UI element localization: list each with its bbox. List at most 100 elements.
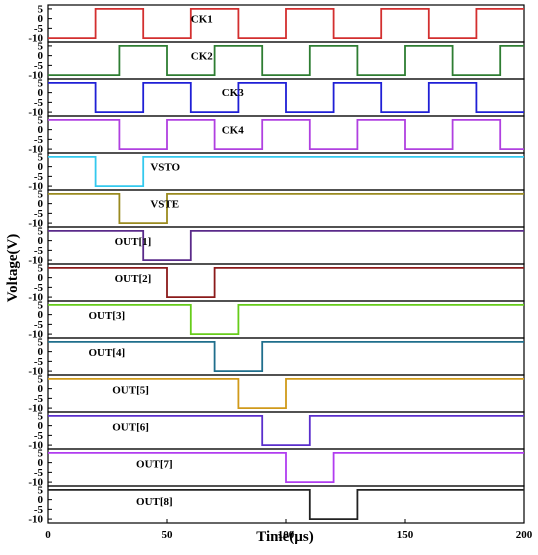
series-label-vste: VSTE [150, 199, 179, 211]
series-line-ck1 [48, 8, 524, 39]
y-tick-label: -5 [34, 60, 44, 72]
series-line-out8 [48, 489, 524, 520]
y-tick-label: -5 [34, 504, 44, 516]
y-tick-label: -5 [34, 245, 44, 257]
panel-frame-out8 [47, 485, 525, 524]
series-line-ck3 [48, 82, 524, 113]
panel-out1: 50-5-10 OUT[1] [28, 225, 525, 267]
y-tick-label: -5 [34, 208, 44, 220]
y-tick-label: -10 [28, 70, 43, 82]
y-tick-label: 0 [38, 50, 44, 62]
y-tick-label: 5 [38, 3, 44, 15]
series-label-out6: OUT[6] [112, 422, 149, 434]
y-tick-label: 0 [38, 235, 44, 247]
y-tick-label: -10 [28, 144, 43, 156]
y-tick-label: -10 [28, 366, 43, 378]
y-tick-label: -5 [34, 23, 44, 35]
y-axis-title: Voltage(V) [5, 234, 21, 303]
y-tick-label: 5 [38, 262, 44, 274]
series-label-ck2: CK2 [191, 51, 214, 63]
series-line-out5 [48, 378, 524, 409]
panel-out3: 50-5-10 OUT[3] [28, 299, 525, 341]
panel-frame-vsto [47, 152, 525, 191]
series-label-out5: OUT[5] [112, 385, 149, 397]
panel-out5: 50-5-10 OUT[5] [28, 373, 525, 415]
y-tick-label: -10 [28, 181, 43, 193]
series-line-vste [48, 193, 524, 224]
y-tick-label: -10 [28, 33, 43, 45]
y-tick-label: 0 [38, 494, 44, 506]
y-tick-label: 5 [38, 373, 44, 385]
y-tick-label: 0 [38, 124, 44, 136]
y-tick-label: 5 [38, 225, 44, 237]
y-tick-label: 0 [38, 309, 44, 321]
series-label-out8: OUT[8] [136, 496, 173, 508]
y-tick-label: -5 [34, 430, 44, 442]
series-label-vsto: VSTO [150, 162, 180, 174]
y-tick-label: 5 [38, 151, 44, 163]
y-tick-label: -10 [28, 477, 43, 489]
series-line-out4 [48, 341, 524, 372]
series-line-out2 [48, 267, 524, 298]
panel-vsto: 50-5-10 VSTO [28, 151, 525, 193]
y-tick-label: -5 [34, 97, 44, 109]
series-label-out1: OUT[1] [115, 236, 152, 248]
series-line-ck4 [48, 119, 524, 150]
y-tick-label: -10 [28, 403, 43, 415]
y-tick-label: -5 [34, 171, 44, 183]
y-tick-label: 5 [38, 40, 44, 52]
y-tick-label: -10 [28, 514, 43, 526]
y-tick-label: -5 [34, 319, 44, 331]
y-tick-label: 5 [38, 114, 44, 126]
series-label-ck4: CK4 [222, 125, 245, 137]
series-label-out3: OUT[3] [88, 310, 125, 322]
x-axis: 0 50 100 150 200 [45, 519, 533, 541]
y-tick-label: 0 [38, 198, 44, 210]
x-tick-label: 50 [162, 529, 174, 541]
y-tick-label: 0 [38, 272, 44, 284]
series-line-out3 [48, 304, 524, 335]
y-tick-label: -10 [28, 107, 43, 119]
y-tick-label: 5 [38, 188, 44, 200]
y-tick-label: -5 [34, 467, 44, 479]
x-tick-label: 0 [45, 529, 51, 541]
y-tick-label: 0 [38, 383, 44, 395]
y-tick-label: -5 [34, 282, 44, 294]
x-axis-title: Time(µs) [256, 529, 314, 545]
y-tick-label: 5 [38, 410, 44, 422]
y-tick-label: 0 [38, 161, 44, 173]
panel-ck3: 50-5-10 CK3 [28, 77, 525, 119]
y-tick-label: 5 [38, 484, 44, 496]
y-tick-label: 0 [38, 457, 44, 469]
panel-out8: 50-5-10 OUT[8] [28, 484, 525, 526]
y-tick-label: -10 [28, 255, 43, 267]
y-tick-label: -10 [28, 329, 43, 341]
series-line-ck2 [48, 45, 524, 76]
series-label-ck3: CK3 [222, 87, 245, 99]
y-tick-label: -10 [28, 440, 43, 452]
series-line-vsto [48, 156, 524, 187]
y-tick-label: -5 [34, 393, 44, 405]
y-tick-label: -10 [28, 292, 43, 304]
panel-out4: 50-5-10 OUT[4] [28, 336, 525, 378]
y-tick-label: -5 [34, 356, 44, 368]
x-tick-label: 200 [516, 529, 533, 541]
y-tick-label: -5 [34, 134, 44, 146]
y-tick-label: 5 [38, 299, 44, 311]
y-tick-label: 5 [38, 77, 44, 89]
y-tick-label: 5 [38, 447, 44, 459]
panel-out6: 50-5-10 OUT[6] [28, 410, 525, 452]
series-label-ck1: CK1 [191, 14, 213, 26]
panel-ck4: 50-5-10 CK4 [28, 114, 525, 156]
y-tick-label: 0 [38, 346, 44, 358]
panel-out2: 50-5-10 OUT[2] [28, 262, 525, 304]
panels-layer: 50-5-10CK150-5-10CK250-5-10CK350-5-10CK4… [28, 3, 525, 526]
x-tick-label: 150 [397, 529, 414, 541]
panel-out7: 50-5-10 OUT[7] [28, 447, 525, 489]
series-line-out6 [48, 415, 524, 446]
y-tick-label: 0 [38, 87, 44, 99]
series-label-out7: OUT[7] [136, 459, 173, 471]
panel-vste: 50-5-10 VSTE [28, 188, 525, 230]
